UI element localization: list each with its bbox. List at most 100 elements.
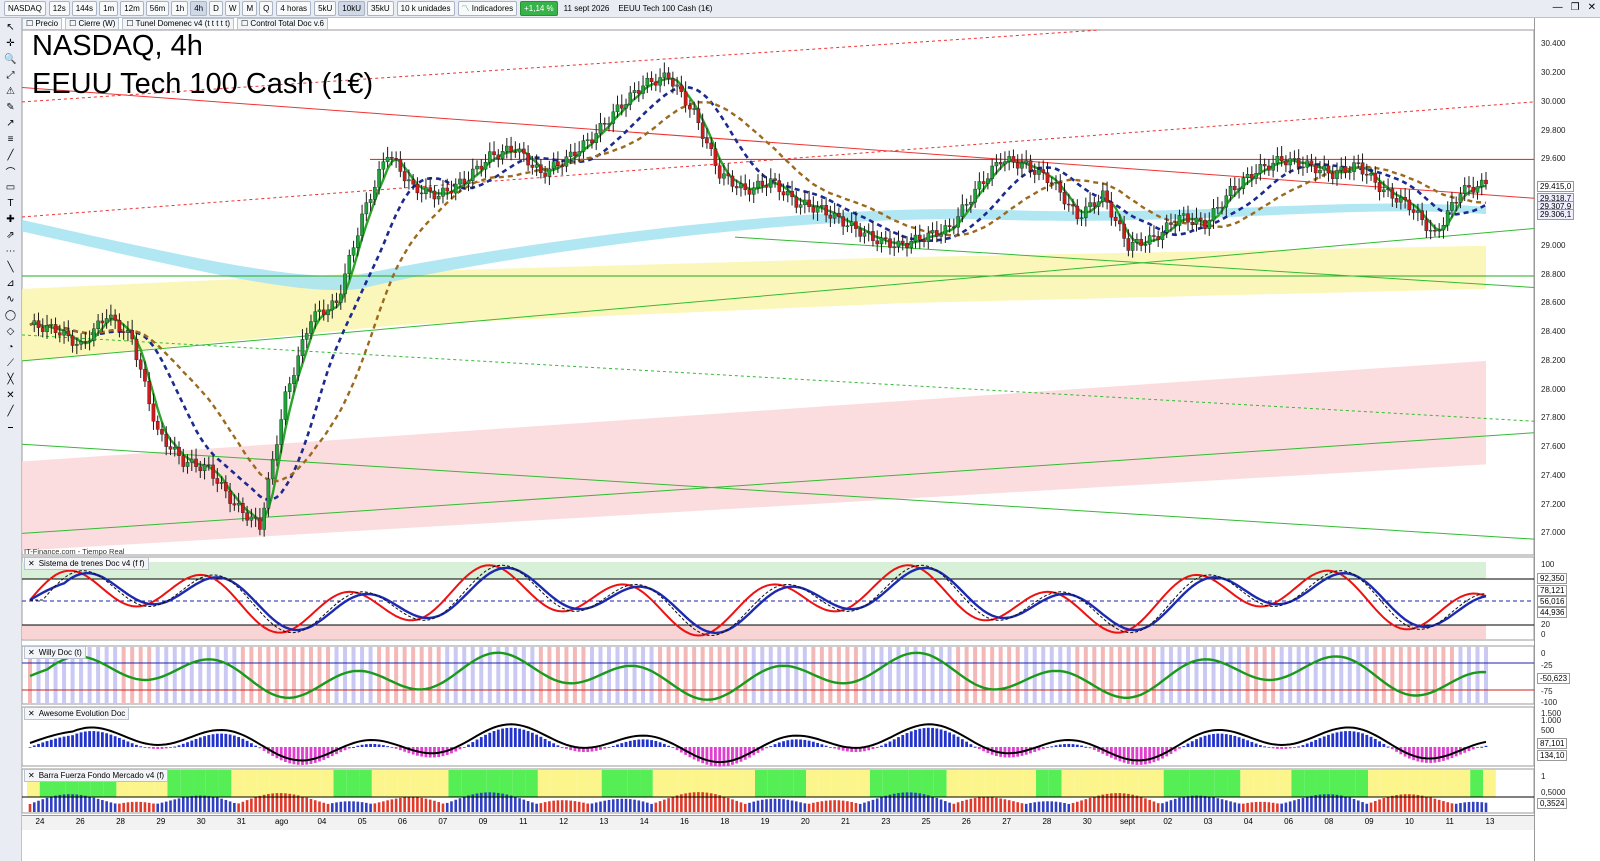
awesome-bar [560, 747, 564, 748]
candle-body [777, 180, 782, 192]
legend-item[interactable]: ☐ Cierre (W) [65, 18, 120, 30]
awesome-bar [1229, 734, 1232, 747]
willy-bar [300, 647, 305, 703]
timeframe-button[interactable]: 56m [145, 1, 170, 16]
barra-bar [1122, 793, 1126, 812]
awesome-bar [258, 747, 262, 749]
close-icon[interactable]: ✕ [28, 648, 35, 657]
drawing-tool-icon[interactable]: ⚠ [6, 86, 15, 97]
timeframe-button[interactable]: 12s [48, 1, 70, 16]
barra-bar [1246, 802, 1249, 812]
barra-bar [382, 801, 385, 812]
legend-item[interactable]: ☐ Control Total Doc v.6 [237, 18, 328, 30]
awesome-bar [1254, 743, 1258, 747]
timeframe-button[interactable]: W [224, 1, 241, 16]
drawing-tool-icon[interactable]: ⌒ [5, 168, 16, 179]
drawing-tool-icon[interactable]: ≡ [7, 134, 14, 145]
drawing-tool-icon[interactable]: ✕ [6, 390, 15, 401]
symbol-selector[interactable]: NASDAQ [4, 1, 46, 16]
timeframe-button[interactable]: M [242, 1, 258, 16]
barra-bar [228, 801, 232, 812]
drawing-tool-icon[interactable]: ⊿ [6, 278, 15, 289]
drawing-tool-icon[interactable]: 🔍 [4, 54, 17, 65]
candle-body [445, 187, 450, 192]
willy-bar [1126, 647, 1131, 703]
barra-bg [895, 770, 909, 797]
awesome-bar [892, 739, 896, 747]
drawing-tool-icon[interactable]: ▭ [5, 182, 16, 193]
drawing-tool-icon[interactable]: ╱ [7, 406, 14, 417]
willy-bar [181, 647, 186, 703]
indicators-button[interactable]: 〽 Indicadores [457, 1, 518, 16]
drawing-tool-icon[interactable]: ↗ [6, 118, 15, 129]
time-tick-label: 30 [1082, 817, 1092, 826]
legend-item[interactable]: ☐ Precio [22, 18, 63, 30]
drawing-tool-icon[interactable]: ⋯ [5, 246, 16, 257]
awesome-bar [628, 740, 632, 747]
awesome-bar [326, 747, 330, 759]
timeframe-button[interactable]: 1h [171, 1, 189, 16]
drawing-tool-icon[interactable]: ✚ [6, 214, 15, 225]
close-icon[interactable]: ✕ [1587, 2, 1596, 13]
willy-bar [368, 647, 373, 703]
barra-bar [411, 797, 415, 812]
close-icon[interactable]: ✕ [28, 559, 35, 568]
units-selector[interactable]: 10 k unidades [396, 1, 455, 16]
period-selector[interactable]: 4 horas [276, 1, 312, 16]
minimize-icon[interactable]: — [1552, 2, 1563, 13]
drawing-tool-icon[interactable]: ∿ [6, 294, 15, 305]
awesome-bar [352, 746, 355, 748]
barra-bar [952, 803, 956, 812]
drawing-tool-icon[interactable]: ↖ [6, 22, 15, 33]
drawing-tool-icon[interactable]: ⇗ [6, 230, 15, 241]
drawing-tool-icon[interactable]: ╲ [7, 262, 14, 273]
timeframe-button[interactable]: 1m [99, 1, 119, 16]
barra-bar [326, 803, 330, 812]
barra-bar [1110, 793, 1113, 812]
barra-bar [1318, 794, 1322, 812]
time-tick-label: 28 [116, 817, 125, 826]
barra-bar [1127, 793, 1130, 812]
candle-body [1322, 165, 1327, 171]
drawing-tool-icon[interactable]: ✎ [6, 102, 15, 113]
drawing-tool-icon[interactable]: T [7, 198, 14, 209]
close-icon[interactable]: ✕ [28, 771, 35, 780]
time-axis[interactable]: 24 26 28 29 30 31 ago 04 05 06 07 09 11 12 13 14 16 18 19 2… [22, 815, 1534, 830]
awesome-bar [88, 731, 92, 747]
barra-bar [1429, 797, 1432, 812]
barra-bar [177, 798, 181, 812]
barra-bar [1195, 795, 1198, 812]
barra-bar [147, 802, 151, 812]
barra-bar [548, 801, 551, 812]
awesome-bar [867, 747, 871, 751]
barra-bar [714, 794, 717, 812]
drawing-tool-icon[interactable]: ╳ [7, 374, 14, 385]
willy-bar [1049, 647, 1054, 703]
timeframe-button[interactable]: 12m [120, 1, 144, 16]
legend-item[interactable]: ☐ Tunel Domenec v4 (t t t t t) [122, 18, 235, 30]
volume-button[interactable]: 10kU [338, 1, 365, 16]
timeframe-button[interactable]: Q [259, 1, 274, 16]
restore-icon[interactable]: ❐ [1570, 2, 1580, 13]
barra-bg [588, 770, 602, 797]
barra-bar [258, 795, 262, 812]
timeframe-button[interactable]: D [209, 1, 223, 16]
drawing-tool-icon[interactable]: ⟋ [7, 358, 14, 369]
candle-body [543, 172, 547, 177]
volume-button[interactable]: 5kU [314, 1, 337, 16]
drawing-tool-icon[interactable]: ◔ [7, 342, 14, 353]
awesome-bar [1373, 738, 1377, 747]
barra-bar [1450, 803, 1454, 812]
price-axis[interactable]: 30.40030.20030.00029.80029.60029.40029.2… [1534, 18, 1600, 861]
drawing-tool-icon[interactable]: ◯ [4, 310, 17, 321]
close-icon[interactable]: ✕ [28, 709, 35, 718]
drawing-tool-icon[interactable]: ✛ [6, 38, 15, 49]
timeframe-button[interactable]: 144s [71, 1, 98, 16]
drawing-tool-icon[interactable]: ⤢ [6, 70, 15, 81]
drawing-tool-icon[interactable]: ╱ [7, 150, 14, 161]
drawing-tool-icon[interactable]: ⎯ [8, 422, 13, 433]
drawing-tool-icon[interactable]: ◇ [6, 326, 15, 337]
timeframe-button[interactable]: 4h [190, 1, 208, 16]
volume-button[interactable]: 35kU [366, 1, 394, 16]
